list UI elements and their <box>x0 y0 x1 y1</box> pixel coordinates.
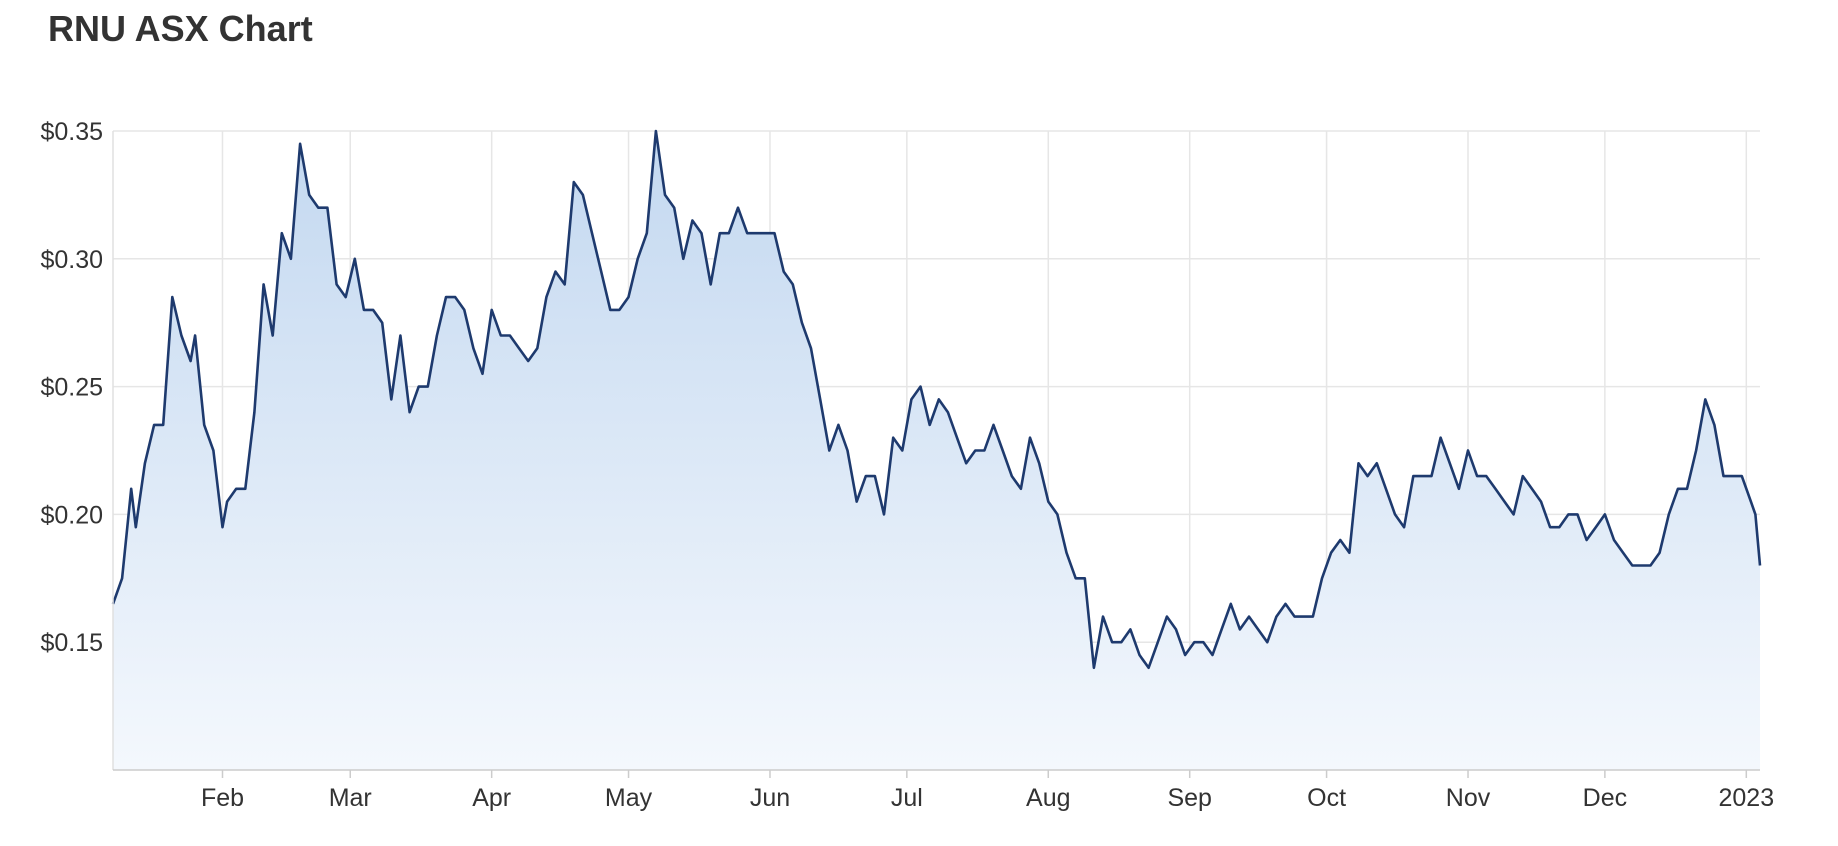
x-tick-label: Feb <box>201 784 244 812</box>
x-tick-label: Dec <box>1583 784 1627 812</box>
x-tick-label: 2023 <box>1719 784 1775 812</box>
series-layer <box>111 129 1762 670</box>
price-area-layer <box>113 131 1760 770</box>
x-tick-label: Apr <box>472 784 511 812</box>
y-tick-label: $0.30 <box>40 246 103 274</box>
y-tick-label: $0.25 <box>40 374 103 402</box>
price-area <box>113 131 1760 770</box>
x-axis: Feb Mar Apr May Jun Jul Aug Sep Oct Nov Dec 2023 <box>113 769 1775 812</box>
x-tick-label: Aug <box>1026 784 1070 812</box>
price-line <box>111 129 1762 670</box>
x-tick-label: Mar <box>329 784 372 812</box>
y-axis: $0.35 $0.30 $0.25 $0.20 $0.15 <box>40 118 114 770</box>
chart-title: RNU ASX Chart <box>48 8 313 49</box>
y-tick-label: $0.20 <box>40 501 103 529</box>
x-tick-label: Sep <box>1167 784 1211 812</box>
x-tick-label: Jul <box>891 784 923 812</box>
x-tick-label: Oct <box>1307 784 1346 812</box>
x-tick-label: Nov <box>1446 784 1491 812</box>
x-tick-label: Jun <box>750 784 790 812</box>
y-tick-label: $0.15 <box>40 629 103 657</box>
y-tick-label: $0.35 <box>40 118 103 146</box>
x-tick-label: May <box>605 784 653 812</box>
